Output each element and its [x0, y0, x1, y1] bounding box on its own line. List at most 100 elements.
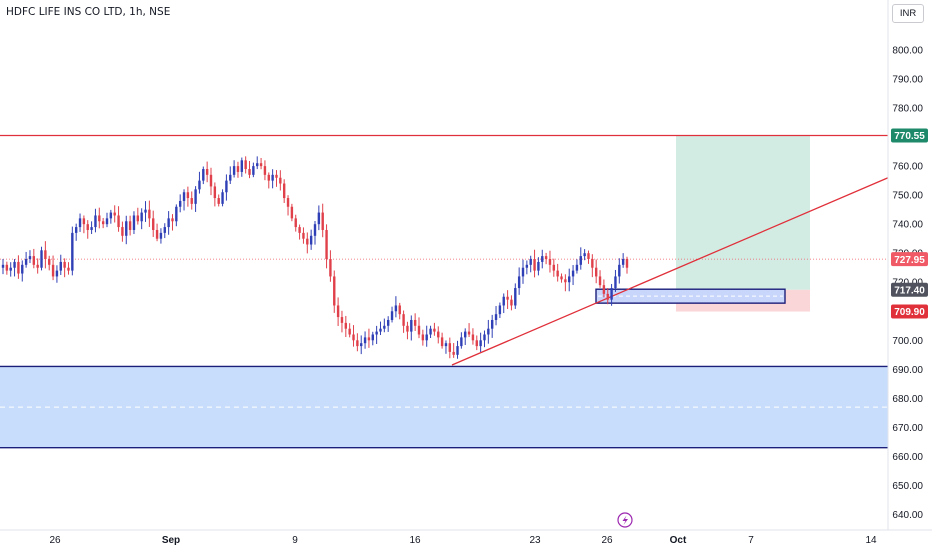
- candle-body: [552, 264, 556, 271]
- y-tick-label: 780.00: [892, 104, 923, 115]
- y-tick-label: 670.00: [892, 423, 923, 434]
- candle-body: [263, 166, 267, 175]
- candle-body: [321, 212, 324, 230]
- x-tick-label: 26: [601, 535, 613, 546]
- y-tick-label: 750.00: [892, 191, 923, 202]
- candle-body: [198, 180, 201, 190]
- candle-body: [483, 334, 486, 341]
- price-label-text: 717.40: [894, 285, 925, 296]
- candle-body: [560, 276, 563, 280]
- candle-body: [614, 276, 617, 289]
- candle-body: [128, 221, 132, 230]
- candle-body: [294, 218, 297, 228]
- price-label-current: [891, 252, 928, 267]
- candle-body: [429, 328, 432, 335]
- x-tick-label: 16: [409, 535, 421, 546]
- candle-body: [363, 337, 367, 344]
- time-axis[interactable]: 26 Sep 9 16 23 26 Oct 7 14: [0, 512, 932, 550]
- candle-body: [17, 261, 20, 274]
- y-tick-label: 680.00: [892, 394, 923, 405]
- candle-body: [375, 331, 378, 335]
- candle-body: [275, 174, 278, 178]
- candle-body: [109, 212, 113, 219]
- candles-layer: [1, 156, 629, 359]
- candle-body: [51, 264, 55, 277]
- candle-body: [105, 218, 109, 225]
- candle-body: [598, 276, 602, 286]
- candle-body: [591, 259, 594, 268]
- candle-body: [286, 198, 290, 207]
- candle-body: [302, 232, 305, 239]
- candle-body: [594, 267, 598, 277]
- x-tick-label: Sep: [162, 535, 180, 546]
- symbol-title: HDFC LIFE INS CO LTD, 1h, NSE: [6, 6, 171, 18]
- candle-body: [136, 215, 140, 222]
- candle-body: [55, 270, 59, 277]
- candle-body: [229, 174, 232, 181]
- candle-body: [471, 334, 475, 341]
- candle-body: [394, 305, 398, 312]
- candle-body: [568, 276, 571, 283]
- y-tick-label: 650.00: [892, 481, 923, 492]
- candle-body: [575, 264, 579, 271]
- candle-body: [390, 311, 394, 320]
- candle-body: [329, 259, 332, 277]
- candle-body: [336, 305, 340, 318]
- candle-body: [194, 189, 197, 204]
- candle-body: [398, 305, 401, 315]
- candle-body: [525, 264, 529, 268]
- candle-body: [564, 279, 567, 283]
- candle-body: [413, 319, 417, 326]
- candle-body: [44, 250, 47, 260]
- target-zone: [676, 135, 810, 290]
- candle-body: [510, 299, 513, 306]
- candle-body: [309, 235, 313, 245]
- candle-body: [36, 264, 39, 268]
- symbol-exchange: NSE: [149, 6, 171, 18]
- candle-body: [487, 328, 490, 335]
- y-tick-label: 640.00: [892, 510, 923, 521]
- candle-body: [625, 259, 629, 268]
- price-label-text: 727.95: [894, 255, 925, 266]
- y-tick-label: 790.00: [892, 75, 923, 86]
- candle-body: [248, 169, 251, 175]
- candle-body: [94, 215, 97, 228]
- candle-body: [479, 340, 482, 347]
- candle-body: [175, 206, 178, 222]
- candle-body: [178, 200, 182, 207]
- candle-body: [421, 334, 425, 341]
- candle-body: [148, 209, 151, 219]
- lightning-icon: [622, 515, 628, 525]
- candle-body: [63, 261, 66, 268]
- candle-body: [225, 180, 228, 193]
- price-axis[interactable]: 800.00790.00780.00770.00760.00750.00740.…: [887, 0, 932, 550]
- candle-body: [333, 276, 336, 306]
- candle-body: [240, 160, 244, 172]
- candle-body: [602, 285, 606, 294]
- candle-body: [90, 227, 93, 230]
- candle-body: [244, 160, 247, 170]
- candle-body: [182, 192, 186, 201]
- candle-body: [437, 331, 440, 338]
- x-tick-label: 23: [529, 535, 541, 546]
- candle-body: [167, 218, 170, 228]
- price-label-stop: [891, 304, 928, 319]
- x-tick-label: 14: [865, 535, 877, 546]
- candle-body: [40, 250, 43, 268]
- candle-body: [529, 259, 532, 265]
- candle-body: [67, 267, 70, 271]
- candle-body: [352, 334, 355, 341]
- candle-body: [78, 218, 82, 228]
- candle-body: [514, 288, 517, 306]
- x-tick-label: Oct: [670, 535, 687, 546]
- candle-body: [583, 253, 586, 257]
- price-label-entry: [891, 282, 928, 297]
- candle-body: [140, 212, 143, 222]
- y-tick-label: 760.00: [892, 162, 923, 173]
- candle-body: [579, 256, 582, 265]
- candle-body: [101, 221, 105, 225]
- candle-body: [610, 288, 613, 300]
- candle-body: [606, 293, 609, 300]
- currency-button[interactable]: INR: [892, 4, 924, 23]
